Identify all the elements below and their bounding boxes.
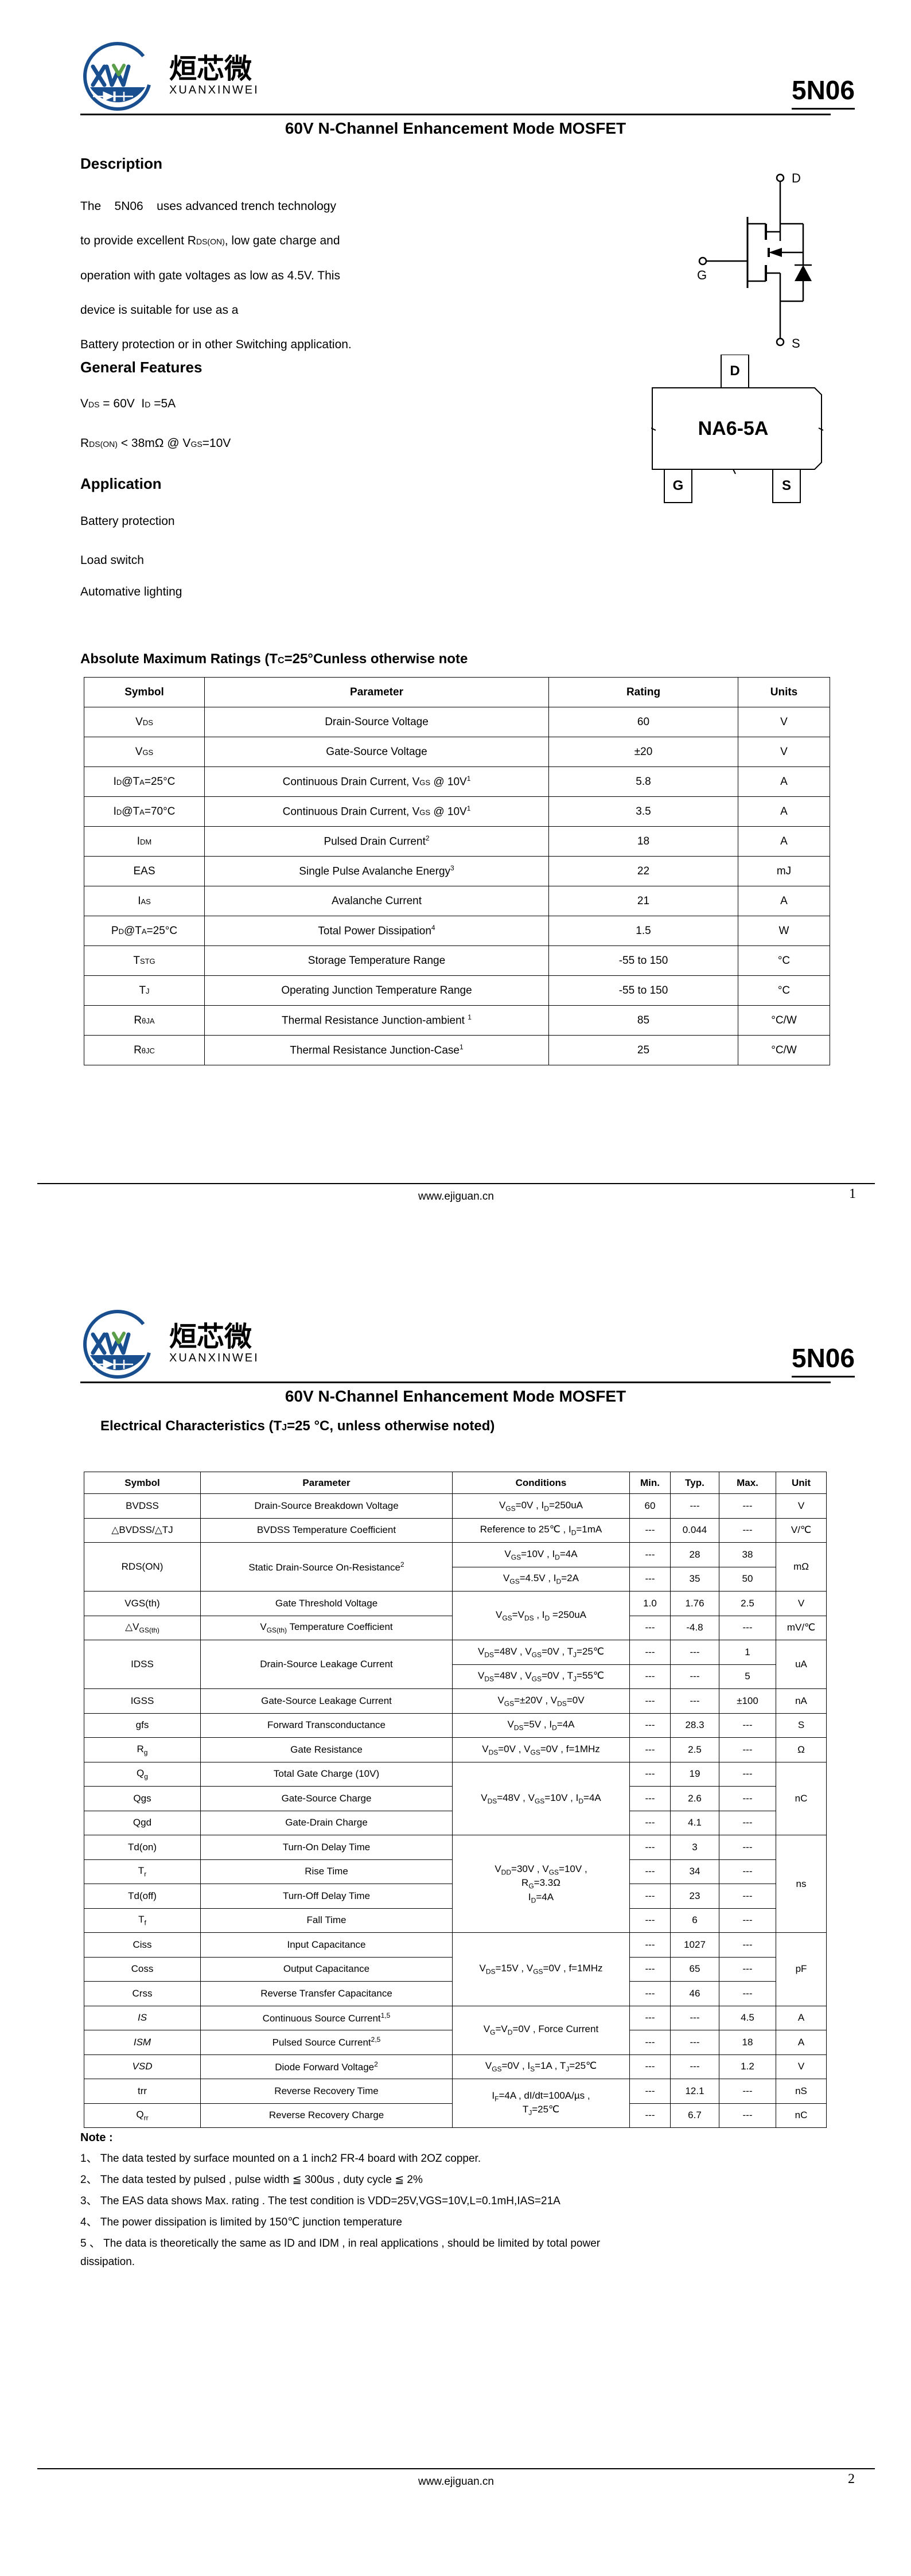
svg-text:烜芯微: 烜芯微: [169, 1322, 252, 1352]
svg-text:XUANXINWEI: XUANXINWEI: [169, 1352, 259, 1364]
svg-text:XUANXINWEI: XUANXINWEI: [169, 84, 259, 96]
svg-text:D: D: [792, 171, 801, 185]
svg-text:S: S: [792, 336, 800, 351]
svg-text:D: D: [730, 363, 739, 379]
svg-text:S: S: [782, 478, 791, 493]
svg-text:烜芯微: 烜芯微: [169, 54, 252, 84]
svg-text:G: G: [697, 268, 707, 282]
svg-text:NA6-5A: NA6-5A: [698, 418, 769, 439]
svg-text:G: G: [673, 478, 684, 493]
